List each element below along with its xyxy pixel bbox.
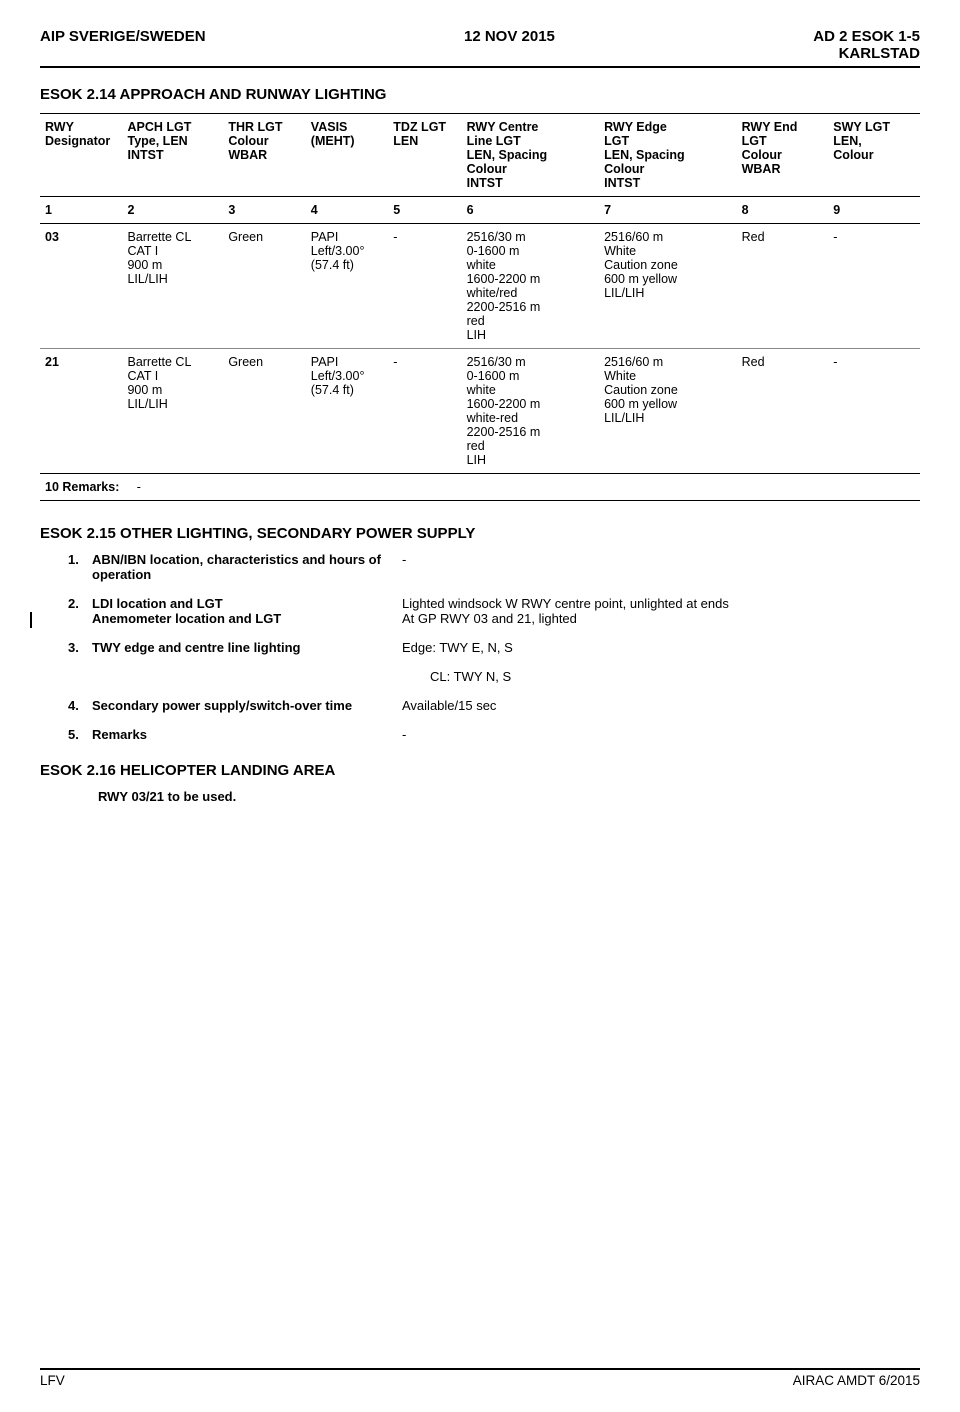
sec216-title: ESOK 2.16 HELICOPTER LANDING AREA [40, 762, 920, 779]
num-3: 3 [223, 197, 305, 224]
item-val: Available/15 sec [402, 698, 920, 713]
header-right: AD 2 ESOK 1-5 KARLSTAD [813, 28, 920, 62]
list-item: 2. LDI location and LGTAnemometer locati… [68, 596, 920, 626]
table-numrow: 1 2 3 4 5 6 7 8 9 [40, 197, 920, 224]
item-val: Edge: TWY E, N, S [402, 640, 920, 655]
header-right-name: KARLSTAD [813, 45, 920, 62]
r0c8: Red [737, 224, 829, 349]
item-num: 2. [68, 596, 92, 626]
remarks-val: - [137, 480, 141, 494]
r0c3: Green [223, 224, 305, 349]
item-num: 4. [68, 698, 92, 713]
col-6: RWY CentreLine LGTLEN, SpacingColourINTS… [462, 114, 600, 197]
num-9: 9 [828, 197, 920, 224]
cl-line: CL: TWY N, S [430, 669, 920, 684]
item-label: Remarks [92, 727, 402, 742]
sec215-title: ESOK 2.15 OTHER LIGHTING, SECONDARY POWE… [40, 525, 920, 542]
num-5: 5 [388, 197, 461, 224]
r1c1: 21 [40, 349, 122, 474]
r1c3: Green [223, 349, 305, 474]
r1c8: Red [737, 349, 829, 474]
num-2: 2 [122, 197, 223, 224]
num-1: 1 [40, 197, 122, 224]
item-val: Lighted windsock W RWY centre point, unl… [402, 596, 920, 626]
col-5: TDZ LGTLEN [388, 114, 461, 197]
r1c9: - [828, 349, 920, 474]
table-row: 21 Barrette CLCAT I900 mLIL/LIH Green PA… [40, 349, 920, 474]
col-1: RWYDesignator [40, 114, 122, 197]
r0c1: 03 [40, 224, 122, 349]
col-8: RWY EndLGTColourWBAR [737, 114, 829, 197]
sec216-text: RWY 03/21 to be used. [98, 789, 920, 804]
item-num: 1. [68, 552, 92, 582]
remarks-label: 10 Remarks: [45, 480, 119, 494]
page-header: AIP SVERIGE/SWEDEN 12 NOV 2015 AD 2 ESOK… [40, 28, 920, 68]
col-9: SWY LGTLEN,Colour [828, 114, 920, 197]
sec214-title: ESOK 2.14 APPROACH AND RUNWAY LIGHTING [40, 86, 920, 103]
header-left: AIP SVERIGE/SWEDEN [40, 28, 206, 62]
col-7: RWY EdgeLGTLEN, SpacingColourINTST [599, 114, 737, 197]
table-row: 03 Barrette CLCAT I900 mLIL/LIH Green PA… [40, 224, 920, 349]
lighting-table: RWYDesignator APCH LGTType, LENINTST THR… [40, 113, 920, 501]
r1c6: 2516/30 m0-1600 mwhite1600-2200 mwhite-r… [462, 349, 600, 474]
footer-right: AIRAC AMDT 6/2015 [793, 1373, 920, 1388]
item-label: TWY edge and centre line lighting [92, 640, 402, 655]
header-center: 12 NOV 2015 [464, 28, 555, 62]
r1c4: PAPILeft/3.00°(57.4 ft) [306, 349, 388, 474]
r0c4: PAPILeft/3.00°(57.4 ft) [306, 224, 388, 349]
num-6: 6 [462, 197, 600, 224]
col-3: THR LGTColourWBAR [223, 114, 305, 197]
item-val: - [402, 552, 920, 582]
item-label: LDI location and LGTAnemometer location … [92, 596, 402, 626]
remarks-row: 10 Remarks: - [40, 474, 920, 501]
page-footer: LFV AIRAC AMDT 6/2015 [40, 1368, 920, 1388]
item-val: - [402, 727, 920, 742]
footer-left: LFV [40, 1373, 65, 1388]
change-bar-icon [30, 612, 32, 628]
col-2: APCH LGTType, LENINTST [122, 114, 223, 197]
list-item: 5. Remarks - [68, 727, 920, 742]
r0c7: 2516/60 mWhiteCaution zone600 m yellowLI… [599, 224, 737, 349]
r1c2: Barrette CLCAT I900 mLIL/LIH [122, 349, 223, 474]
sec215-list: 1. ABN/IBN location, characteristics and… [68, 552, 920, 742]
item-num: 3. [68, 640, 92, 655]
r0c2: Barrette CLCAT I900 mLIL/LIH [122, 224, 223, 349]
header-right-code: AD 2 ESOK 1-5 [813, 28, 920, 45]
item-label: ABN/IBN location, characteristics and ho… [92, 552, 402, 582]
num-7: 7 [599, 197, 737, 224]
r1c7: 2516/60 mWhiteCaution zone600 m yellowLI… [599, 349, 737, 474]
table-header-row: RWYDesignator APCH LGTType, LENINTST THR… [40, 114, 920, 197]
num-8: 8 [737, 197, 829, 224]
list-item: 3. TWY edge and centre line lighting Edg… [68, 640, 920, 655]
r0c9: - [828, 224, 920, 349]
r0c5: - [388, 224, 461, 349]
item-num: 5. [68, 727, 92, 742]
col-4: VASIS(MEHT) [306, 114, 388, 197]
item-label: Secondary power supply/switch-over time [92, 698, 402, 713]
num-4: 4 [306, 197, 388, 224]
r1c5: - [388, 349, 461, 474]
list-item: 1. ABN/IBN location, characteristics and… [68, 552, 920, 582]
r0c6: 2516/30 m0-1600 mwhite1600-2200 mwhite/r… [462, 224, 600, 349]
list-item: 4. Secondary power supply/switch-over ti… [68, 698, 920, 713]
